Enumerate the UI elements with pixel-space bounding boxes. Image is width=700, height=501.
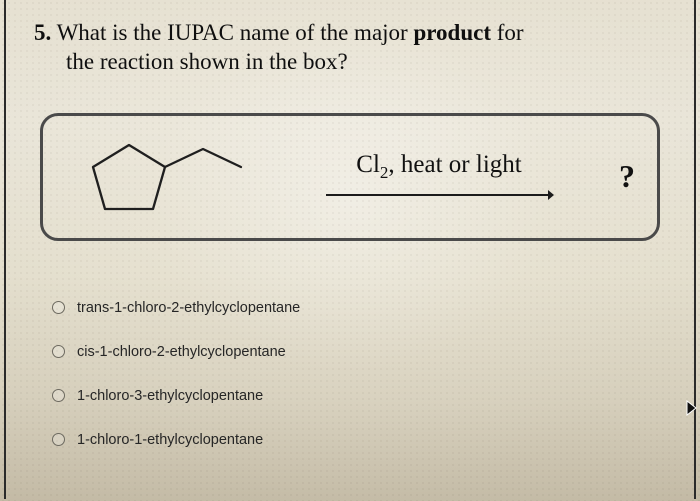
- question-line2: the reaction shown in the box?: [66, 47, 666, 76]
- radio-icon[interactable]: [52, 301, 65, 314]
- molecule-structure: [61, 123, 271, 231]
- option-row[interactable]: cis-1-chloro-2-ethylcyclopentane: [52, 339, 666, 365]
- radio-icon[interactable]: [52, 345, 65, 358]
- reagent-text: Cl2, heat or light: [356, 151, 521, 183]
- option-label: cis-1-chloro-2-ethylcyclopentane: [77, 344, 286, 360]
- radio-icon[interactable]: [52, 389, 65, 402]
- option-row[interactable]: 1-chloro-1-ethylcyclopentane: [52, 427, 666, 453]
- question-bold-word: product: [413, 20, 491, 45]
- option-label: 1-chloro-1-ethylcyclopentane: [77, 432, 263, 448]
- question-line1-suffix: for: [491, 20, 524, 45]
- question-line1-prefix: What is the IUPAC name of the major: [57, 20, 414, 45]
- option-row[interactable]: 1-chloro-3-ethylcyclopentane: [52, 383, 666, 409]
- reaction-box: Cl2, heat or light ?: [40, 113, 660, 241]
- cursor-icon: [686, 400, 700, 418]
- product-question-mark: ?: [619, 158, 635, 195]
- radio-icon[interactable]: [52, 433, 65, 446]
- question-text: 5. What is the IUPAC name of the major p…: [34, 18, 666, 77]
- reaction-arrow-area: Cl2, heat or light: [271, 122, 607, 232]
- option-label: trans-1-chloro-2-ethylcyclopentane: [77, 300, 300, 316]
- option-row[interactable]: trans-1-chloro-2-ethylcyclopentane: [52, 295, 666, 321]
- content-area: 5. What is the IUPAC name of the major p…: [0, 0, 700, 481]
- question-number: 5.: [34, 20, 51, 45]
- options-list: trans-1-chloro-2-ethylcyclopentane cis-1…: [34, 295, 666, 453]
- option-label: 1-chloro-3-ethylcyclopentane: [77, 388, 263, 404]
